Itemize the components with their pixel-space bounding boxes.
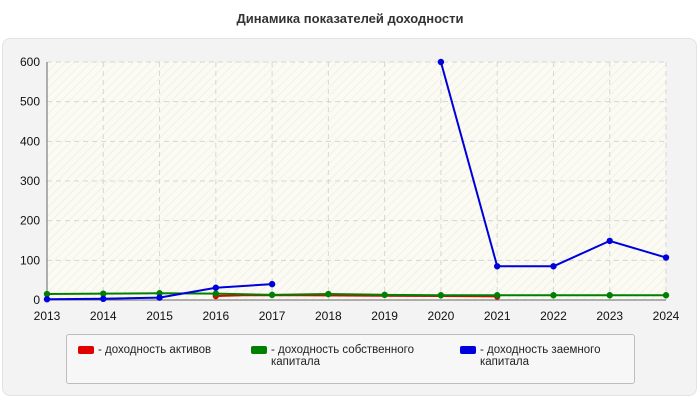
data-point-equity [100, 290, 107, 297]
y-tick-label: 100 [20, 253, 40, 267]
x-tick-label: 2021 [484, 309, 511, 323]
data-point-debt [437, 58, 445, 66]
x-tick-label: 2016 [202, 309, 229, 323]
y-tick-label: 200 [20, 214, 40, 228]
x-tick-label: 2018 [315, 309, 342, 323]
x-tick-label: 2022 [540, 309, 567, 323]
x-tick-label: 2015 [146, 309, 173, 323]
data-point-debt [606, 237, 613, 245]
y-tick-label: 300 [20, 174, 40, 188]
legend-label-debt: - доходность заемного капитала [480, 344, 601, 368]
data-point-debt [493, 263, 501, 270]
x-tick-label: 2013 [34, 309, 61, 323]
y-tick-label: 500 [20, 95, 40, 109]
legend-swatch-debt [460, 346, 476, 354]
data-point-debt [43, 296, 51, 303]
legend-swatch-equity [251, 346, 267, 354]
legend: - доходность активов - доходность собств… [66, 334, 635, 384]
data-point-debt [212, 284, 220, 291]
data-point-debt [550, 263, 557, 270]
series-group [43, 58, 670, 303]
y-tick-label: 400 [20, 134, 40, 148]
legend-label-assets: - доходность активов [98, 344, 212, 356]
data-point-equity [268, 291, 276, 299]
data-point-equity [381, 291, 388, 299]
x-tick-label: 2014 [90, 309, 117, 323]
series-line-equity [46, 292, 666, 297]
grid [47, 61, 667, 300]
data-point-equity [550, 292, 557, 299]
data-point-equity [493, 292, 501, 299]
legend-swatch-assets [78, 346, 94, 354]
axes [46, 62, 666, 301]
x-tick-label: 2017 [259, 309, 286, 323]
x-tick-label: 2019 [371, 309, 398, 323]
data-point-debt [100, 295, 107, 303]
data-point-equity [43, 290, 51, 298]
data-point-debt [156, 294, 163, 301]
legend-item-debt[interactable]: - доходность заемного капитала [460, 344, 630, 368]
y-tick-label: 600 [20, 55, 40, 69]
data-point-equity [325, 290, 332, 298]
x-tick-label: 2020 [428, 309, 455, 323]
x-tick-label: 2024 [653, 309, 680, 323]
data-point-debt [662, 254, 670, 261]
data-point-debt [268, 280, 276, 288]
legend-item-equity[interactable]: - доходность собственного капитала [251, 344, 441, 368]
legend-label-equity: - доходность собственного капитала [271, 344, 414, 368]
y-tick-label: 0 [33, 293, 40, 307]
data-point-equity [662, 292, 670, 299]
legend-item-assets[interactable]: - доходность активов [78, 344, 243, 356]
data-point-equity [606, 292, 613, 299]
data-point-equity [437, 292, 445, 299]
data-point-equity [212, 290, 220, 297]
chart-title: Динамика показателей доходности [236, 11, 464, 26]
tick-labels: 0 100 200 300 400 500 600 2013 2014 2015 2016 2017 2… [20, 55, 680, 323]
x-tick-label: 2023 [596, 309, 623, 323]
